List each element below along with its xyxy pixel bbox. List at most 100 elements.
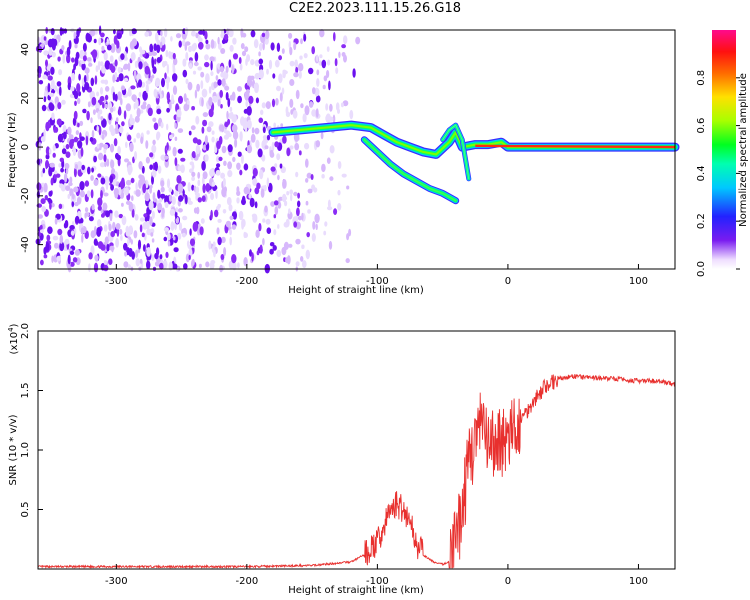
noise-speck (143, 244, 146, 252)
noise-speck (114, 210, 119, 218)
noise-speck (100, 177, 106, 185)
noise-speck (56, 255, 62, 262)
noise-speck (231, 64, 234, 75)
secondary-ridge-layer-3 (363, 138, 457, 202)
noise-speck (248, 193, 252, 199)
y-tick-label: 0 (20, 144, 31, 150)
spectrogram-y-axis: -40 -20 0 20 40 (20, 43, 43, 253)
noise-speck (327, 59, 331, 66)
noise-speck (229, 106, 233, 112)
noise-speck (173, 247, 179, 253)
noise-speck (160, 154, 167, 161)
noise-speck (109, 175, 114, 184)
noise-speck (39, 224, 43, 230)
noise-speck (90, 175, 94, 181)
noise-speck (277, 174, 280, 181)
noise-speck (172, 85, 178, 95)
noise-speck (96, 143, 100, 149)
noise-speck (173, 57, 178, 66)
noise-speck (104, 94, 109, 101)
noise-speck (57, 228, 63, 236)
noise-speck (109, 212, 113, 222)
noise-speck (47, 197, 52, 203)
noise-speck (116, 32, 122, 40)
noise-speck (127, 134, 132, 142)
noise-speck (273, 214, 277, 219)
noise-speck (151, 210, 155, 219)
noise-speck (94, 75, 98, 85)
noise-speck (130, 177, 135, 184)
noise-speck (170, 36, 173, 42)
noise-speck (69, 261, 75, 267)
noise-speck (103, 175, 110, 186)
noise-speck (76, 28, 80, 38)
noise-speck (337, 108, 340, 114)
noise-speck (328, 80, 331, 91)
noise-speck (43, 36, 47, 41)
noise-speck (301, 244, 305, 250)
noise-speck (151, 56, 154, 66)
noise-speck (59, 241, 65, 252)
noise-speck (180, 157, 186, 162)
noise-speck (223, 186, 227, 193)
noise-speck (232, 211, 237, 220)
noise-speck (133, 70, 137, 80)
noise-speck (125, 179, 132, 186)
noise-speck (118, 73, 124, 82)
noise-speck (147, 107, 153, 117)
noise-speck (64, 162, 70, 170)
noise-speck (282, 135, 287, 144)
noise-speck (91, 167, 94, 173)
noise-speck (260, 109, 264, 116)
noise-speck (183, 263, 188, 270)
noise-speck (71, 57, 75, 63)
noise-speck (315, 108, 319, 118)
noise-speck (335, 67, 339, 74)
noise-speck (160, 186, 165, 193)
noise-speck (153, 88, 158, 98)
noise-speck (101, 213, 105, 218)
noise-speck (250, 133, 256, 143)
noise-speck (308, 67, 314, 75)
noise-speck (182, 69, 188, 78)
noise-speck (145, 83, 149, 94)
noise-speck (155, 32, 159, 42)
noise-speck (112, 74, 116, 83)
noise-speck (217, 79, 222, 86)
noise-speck (243, 231, 247, 239)
noise-speck (54, 96, 59, 106)
noise-speck (290, 194, 293, 202)
noise-speck (249, 197, 255, 208)
noise-speck (312, 221, 316, 230)
noise-speck (51, 51, 56, 58)
noise-speck (250, 59, 255, 66)
y-tick-label: -40 (20, 236, 31, 252)
noise-speck (326, 157, 331, 164)
noise-speck (232, 37, 237, 45)
noise-speck (156, 132, 160, 141)
noise-speck (261, 32, 266, 38)
noise-speck (68, 134, 74, 140)
noise-speck (209, 168, 215, 177)
noise-speck (153, 198, 158, 203)
noise-speck (184, 27, 189, 35)
noise-speck (228, 28, 234, 38)
noise-speck (226, 197, 232, 206)
noise-speck (151, 51, 158, 56)
noise-speck (130, 85, 136, 90)
noise-speck (276, 153, 281, 161)
noise-speck (51, 112, 55, 121)
noise-speck (316, 69, 320, 76)
noise-speck (241, 222, 245, 230)
noise-speck (40, 259, 44, 266)
noise-speck (192, 153, 196, 159)
noise-speck (54, 242, 59, 249)
noise-speck (73, 110, 78, 120)
noise-speck (76, 161, 83, 170)
noise-speck (264, 145, 269, 150)
noise-speck (300, 103, 304, 109)
noise-speck (210, 71, 214, 77)
noise-speck (217, 236, 222, 246)
noise-speck (269, 149, 274, 158)
noise-speck (110, 184, 114, 191)
